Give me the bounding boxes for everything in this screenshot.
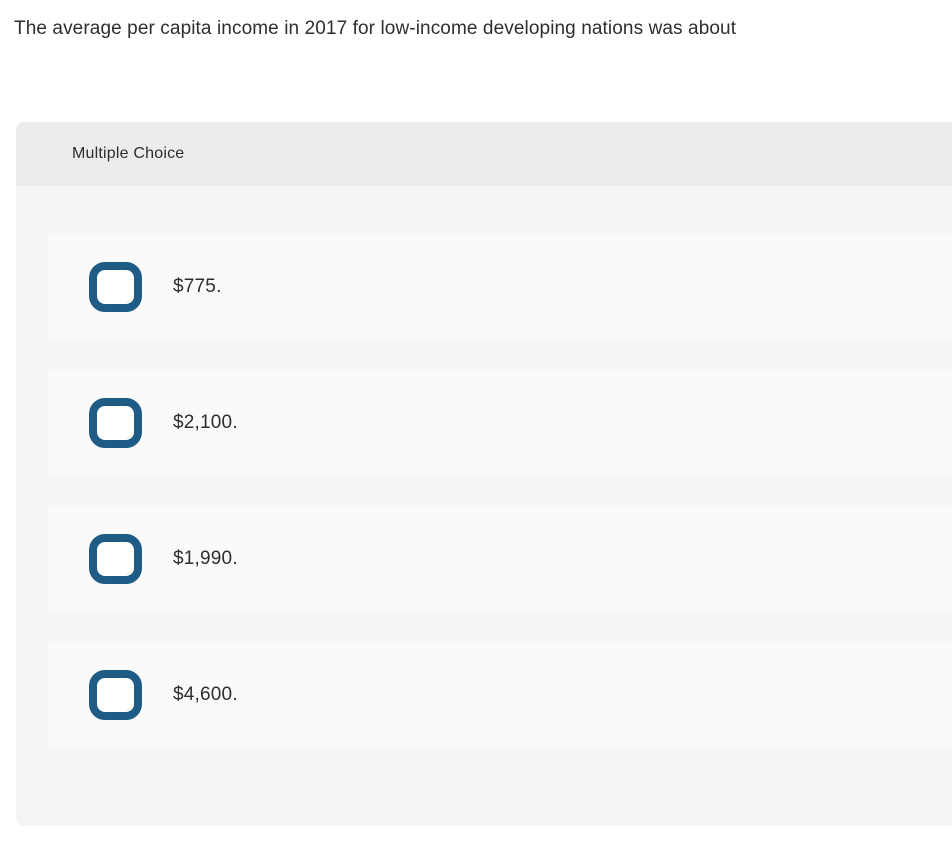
- options-list: $775. $2,100. $1,990. $4,600.: [16, 186, 952, 748]
- option-row-c[interactable]: $1,990.: [48, 505, 952, 612]
- radio-button-d[interactable]: [89, 669, 142, 720]
- option-row-b[interactable]: $2,100.: [48, 369, 952, 476]
- option-label-c: $1,990.: [173, 547, 238, 569]
- multiple-choice-panel: Multiple Choice $775. $2,100. $1,990. $4…: [16, 122, 952, 826]
- radio-button-c[interactable]: [89, 533, 142, 584]
- question-text: The average per capita income in 2017 fo…: [14, 18, 737, 39]
- option-label-a: $775.: [173, 275, 222, 297]
- radio-button-a[interactable]: [89, 261, 142, 312]
- option-label-b: $2,100.: [173, 411, 238, 433]
- option-label-d: $4,600.: [173, 683, 238, 705]
- option-row-d[interactable]: $4,600.: [48, 641, 952, 748]
- radio-button-b[interactable]: [89, 397, 142, 448]
- question-type-header: Multiple Choice: [16, 122, 952, 186]
- option-row-a[interactable]: $775.: [48, 233, 952, 340]
- question-type-label: Multiple Choice: [72, 145, 185, 162]
